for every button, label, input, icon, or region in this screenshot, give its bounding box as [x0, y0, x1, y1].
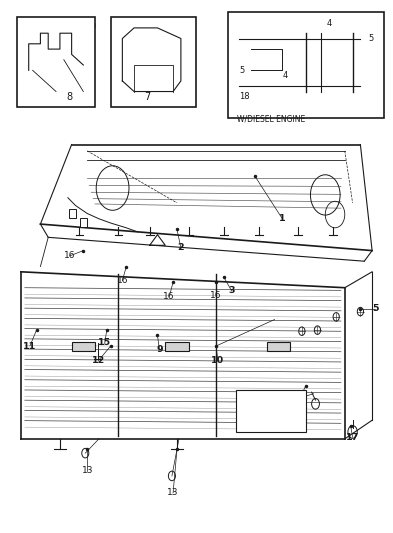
Bar — [68, 209, 75, 217]
Text: 16: 16 — [64, 252, 75, 261]
Text: 16: 16 — [117, 276, 128, 285]
Text: 16: 16 — [210, 291, 222, 300]
Text: 13: 13 — [167, 488, 179, 497]
Text: 5: 5 — [372, 304, 378, 313]
Text: 12: 12 — [92, 357, 105, 366]
Bar — [228, 12, 384, 118]
Text: W/DIESEL ENGINE: W/DIESEL ENGINE — [237, 114, 305, 123]
Text: 4: 4 — [327, 19, 332, 28]
Text: 90307  35D: 90307 35D — [21, 20, 96, 33]
Bar — [235, 390, 306, 432]
Text: 7: 7 — [145, 92, 151, 102]
Text: 15: 15 — [98, 338, 111, 348]
Bar — [17, 17, 95, 108]
Text: 16: 16 — [163, 292, 175, 301]
Bar — [72, 342, 95, 351]
Text: 11: 11 — [23, 342, 37, 351]
Text: 18: 18 — [239, 92, 250, 101]
Bar — [80, 218, 87, 227]
Text: 10: 10 — [211, 357, 224, 366]
Text: 8: 8 — [67, 92, 73, 102]
Bar — [267, 342, 290, 351]
Text: 17: 17 — [346, 433, 359, 442]
Text: 4: 4 — [282, 71, 288, 80]
Text: 9: 9 — [156, 345, 163, 354]
Bar — [111, 17, 196, 108]
Bar — [165, 342, 189, 351]
Text: 1: 1 — [279, 214, 286, 223]
Text: 2: 2 — [178, 244, 184, 253]
Text: 13: 13 — [81, 466, 93, 475]
Text: 14: 14 — [293, 393, 307, 402]
Text: 5: 5 — [368, 34, 373, 43]
Text: 5: 5 — [239, 66, 245, 75]
Text: 3: 3 — [228, 286, 235, 295]
